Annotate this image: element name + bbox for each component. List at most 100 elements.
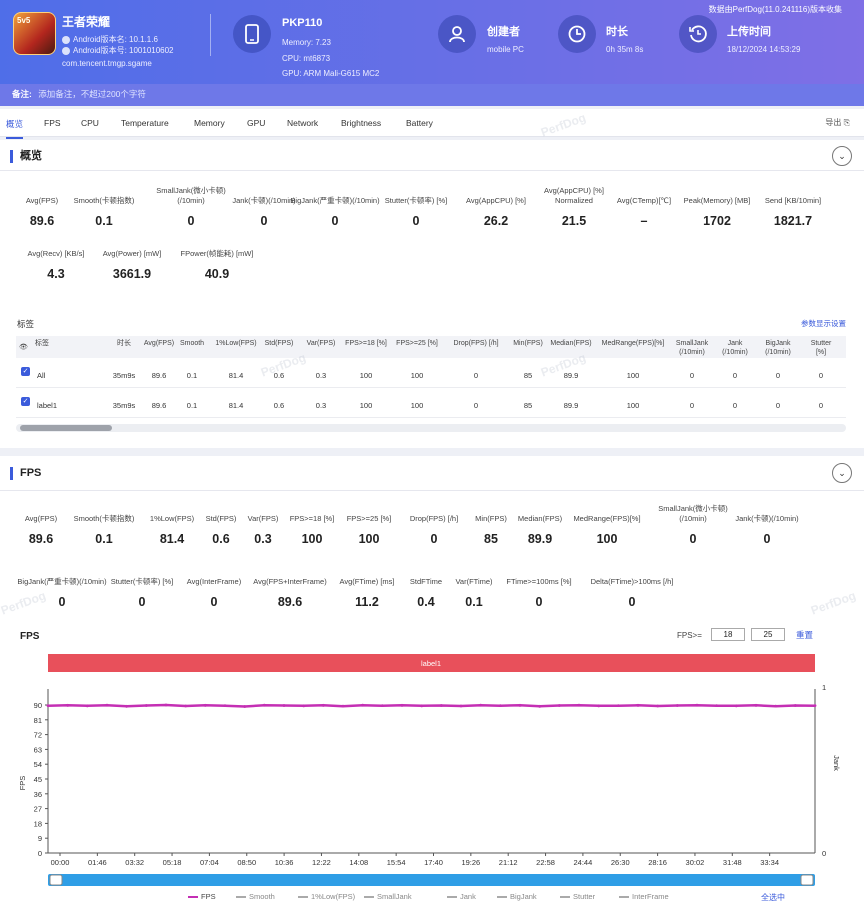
metric: Delta(FTime)>100ms [/h] 0: [587, 567, 677, 609]
tab-bar: 概览 FPS CPU Temperature Memory GPU Networ…: [0, 109, 864, 139]
table-row[interactable]: ✓ label1 35m9s 89.6 0.1 81.4 0.6 0.3 100 100 0 85 89…: [16, 390, 846, 418]
scrollbar-thumb[interactable]: [20, 425, 112, 431]
metric-label: FPS>=18 [%]: [289, 514, 335, 523]
metric-label: Min(FPS): [475, 514, 507, 523]
row-checkbox[interactable]: ✓: [21, 367, 30, 376]
column-header[interactable]: Avg(FPS): [143, 340, 175, 347]
metric: Avg(Power) [mW] 3661.9: [87, 239, 177, 281]
user-icon: [438, 15, 476, 53]
note-input[interactable]: 添加备注，不超过200个字符: [38, 89, 146, 99]
android-icon: [62, 35, 70, 44]
tab-cpu[interactable]: CPU: [81, 118, 99, 128]
legend-swatch: [298, 896, 308, 899]
legend-item[interactable]: FPS: [188, 892, 216, 901]
column-settings-link[interactable]: 参数显示设置: [801, 319, 846, 328]
legend-label: BigJank: [510, 892, 537, 901]
metric-value: 0: [535, 595, 543, 609]
column-header[interactable]: Drop(FPS) [/h]: [453, 340, 499, 347]
fps-data-point: [262, 703, 266, 707]
column-header[interactable]: FPS>=25 [%]: [396, 340, 438, 347]
column-header[interactable]: Min(FPS): [513, 340, 543, 347]
metric-label: SmallJank(微小卡顿)(/10min): [658, 504, 728, 523]
collapse-fps-button[interactable]: ⌄: [832, 463, 852, 483]
android-icon: [62, 46, 70, 55]
tab-temperature[interactable]: Temperature: [121, 118, 169, 128]
legend-item[interactable]: Smooth: [236, 892, 275, 901]
table-cell: 0.6: [273, 401, 285, 410]
table-cell: 0.6: [273, 371, 285, 380]
column-header[interactable]: 时长: [117, 340, 131, 347]
metric: Smooth(卡顿指数) 0.1: [59, 504, 149, 546]
fps-data-point: [85, 704, 89, 708]
y-tick-label: 54: [34, 760, 42, 769]
legend-item[interactable]: 1%Low(FPS): [298, 892, 355, 901]
collapse-overview-button[interactable]: ⌄: [832, 146, 852, 166]
fps-data-point: [439, 704, 443, 707]
fps-data-point: [793, 704, 797, 707]
legend-item[interactable]: Stutter: [560, 892, 595, 901]
column-header[interactable]: BigJank (/10min): [765, 340, 791, 356]
table-scrollbar[interactable]: [16, 424, 846, 432]
legend-item[interactable]: Jank: [447, 892, 476, 901]
metric-label: Smooth(卡顿指数): [73, 196, 135, 205]
reset-button[interactable]: 重置: [796, 630, 814, 640]
tab-memory[interactable]: Memory: [194, 118, 225, 128]
column-header[interactable]: Median(FPS): [550, 340, 592, 347]
creator-label: 创建者: [487, 26, 520, 38]
column-header[interactable]: SmallJank (/10min): [675, 340, 709, 356]
metric: Avg(FPS) 89.6: [0, 186, 87, 228]
table-row[interactable]: ✓ All 35m9s 89.6 0.1 81.4 0.6 0.3 100 100 0 85 89.9 1…: [16, 360, 846, 388]
row-checkbox[interactable]: ✓: [21, 397, 30, 406]
metric-label: Avg(Power) [mW]: [102, 249, 162, 258]
tab-battery[interactable]: Battery: [406, 118, 433, 128]
metric: Avg(AppCPU) [%] Normalized 21.5: [529, 186, 619, 228]
x-tick-label: 03:32: [125, 858, 144, 867]
fps-data-point: [498, 704, 502, 708]
tab-gpu[interactable]: GPU: [247, 118, 266, 128]
select-all-button[interactable]: 全选中: [761, 893, 785, 902]
legend-label: SmallJank: [377, 892, 412, 901]
fps-data-point: [144, 704, 148, 707]
legend-item[interactable]: SmallJank: [364, 892, 412, 901]
column-header[interactable]: Stutter [%]: [810, 340, 832, 356]
fps-threshold-input-2[interactable]: 25: [751, 628, 785, 641]
tab-fps[interactable]: FPS: [44, 118, 61, 128]
column-header[interactable]: Var(FPS): [306, 340, 336, 347]
duration-value: 0h 35m 8s: [606, 45, 644, 54]
x-tick-label: 31:48: [723, 858, 742, 867]
metric-value: 0.3: [254, 532, 272, 546]
column-header[interactable]: Jank (/10min): [722, 340, 748, 356]
x-tick-label: 01:46: [88, 858, 107, 867]
source-note: 数据由PerfDog(11.0.241116)版本收集: [708, 5, 842, 14]
fps-data-point: [361, 703, 365, 707]
visibility-icon[interactable]: 👁: [19, 344, 28, 351]
legend-item[interactable]: BigJank: [497, 892, 537, 901]
y-tick-label: 27: [34, 805, 42, 814]
overview-divider: [0, 170, 864, 171]
tab-network[interactable]: Network: [287, 118, 319, 128]
metric-value: 0: [187, 214, 195, 228]
metric-value: 0.1: [95, 532, 113, 546]
metric-label: Peak(Memory) [MB]: [683, 196, 751, 205]
metric-label: Median(FPS): [517, 514, 563, 523]
tab-overview[interactable]: 概览: [6, 119, 24, 139]
table-cell: 85: [523, 371, 533, 380]
metric-value: 85: [484, 532, 498, 546]
metric-value: 0: [138, 595, 146, 609]
note-bar[interactable]: 备注: 添加备注，不超过200个字符: [0, 84, 864, 106]
export-button[interactable]: 导出 ⎘: [825, 117, 850, 128]
column-header[interactable]: Std(FPS): [264, 340, 294, 347]
column-header[interactable]: 标签: [35, 340, 49, 347]
fps-threshold-input-1[interactable]: 18: [711, 628, 745, 641]
metric-value: 100: [358, 532, 380, 546]
metric-label: Avg(InterFrame): [186, 577, 242, 586]
tab-brightness[interactable]: Brightness: [341, 118, 382, 128]
column-header[interactable]: FPS>=18 [%]: [345, 340, 387, 347]
column-header[interactable]: MedRange(FPS)[%]: [601, 340, 665, 347]
scrollbar-handle-right[interactable]: [800, 874, 814, 886]
legend-item[interactable]: InterFrame: [619, 892, 669, 901]
scrollbar-handle-left[interactable]: [49, 874, 63, 886]
metric-label: Avg(AppCPU) [%] Normalized: [544, 186, 604, 205]
column-header[interactable]: 1%Low(FPS): [215, 340, 257, 347]
column-header[interactable]: Smooth: [179, 340, 205, 347]
